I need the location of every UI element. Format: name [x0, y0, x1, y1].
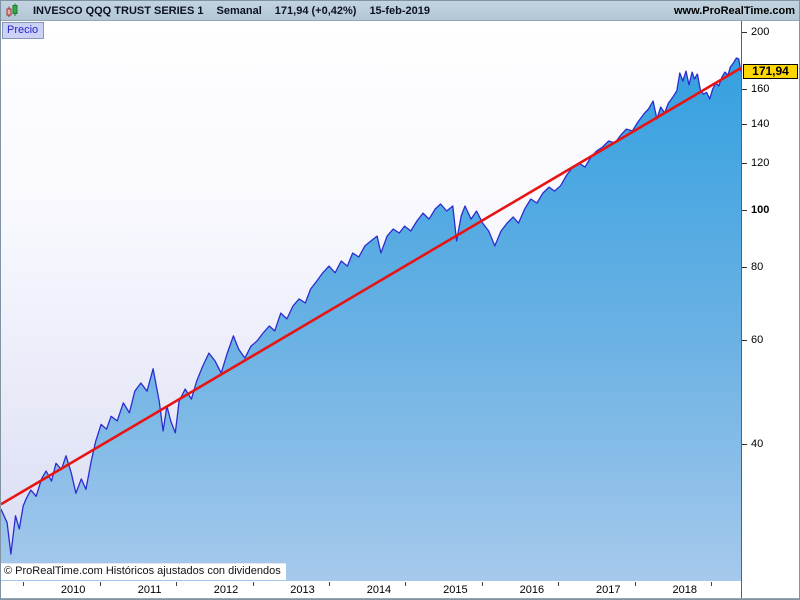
year-tick	[252, 582, 254, 586]
year-tick	[23, 582, 25, 586]
time-axis[interactable]: 2010 2011 2012 2013 2014 2015 2016 2017 2018	[1, 582, 741, 598]
year-label: 2013	[290, 584, 315, 596]
price-curve	[1, 57, 741, 555]
price-chart-canvas[interactable]	[1, 21, 741, 581]
price-tick-label: 100	[751, 203, 770, 216]
year-tick	[328, 582, 330, 586]
year-tick	[711, 582, 713, 586]
bottom-frame-strip	[1, 598, 799, 599]
year-tick	[481, 582, 483, 586]
year-tick	[176, 582, 178, 586]
price-tick-label: 160	[751, 83, 770, 96]
year-label: 2018	[672, 584, 697, 596]
year-tick	[634, 582, 636, 586]
quote-date: 15-feb-2019	[369, 4, 430, 17]
price-tick	[742, 32, 747, 34]
price-tick	[742, 266, 747, 268]
price-area-fill	[1, 58, 741, 581]
plot-area[interactable]: © ProRealTime.com Históricos ajustados c…	[1, 21, 741, 581]
year-tick	[99, 582, 101, 586]
price-tick-label: 60	[751, 333, 764, 346]
price-tick-label: 80	[751, 260, 764, 273]
trend-line[interactable]	[1, 66, 741, 506]
price-tick	[742, 123, 747, 125]
timeframe-label: Semanal	[216, 4, 262, 17]
price-tick-label: 40	[751, 437, 764, 450]
price-tick	[742, 162, 747, 164]
candlestick-icon	[6, 3, 18, 17]
year-tick	[558, 582, 560, 586]
year-label: 2011	[137, 584, 162, 596]
prorealtime-brand-link[interactable]: www.ProRealTime.com	[673, 4, 795, 17]
price-axis[interactable]: 171,94 200 160 140 120 100 80 60 40	[741, 21, 799, 598]
title-bar: INVESCO QQQ TRUST SERIES 1 Semanal 171,9…	[1, 1, 799, 21]
instrument-name: INVESCO QQQ TRUST SERIES 1	[33, 4, 204, 17]
year-label: 2014	[366, 584, 392, 596]
price-tick-label: 140	[751, 117, 770, 130]
price-tick	[742, 209, 747, 211]
year-label: 2012	[213, 584, 239, 596]
price-tick	[742, 443, 747, 445]
price-tick-label: 200	[751, 26, 770, 39]
year-label: 2017	[596, 584, 621, 596]
year-label: 2015	[443, 584, 468, 596]
last-quote: 171,94 (+0,42%)	[274, 4, 357, 17]
year-tick	[405, 582, 407, 586]
price-tick-label: 120	[751, 156, 770, 169]
copyright-label: © ProRealTime.com Históricos ajustados c…	[1, 563, 286, 580]
year-label: 2016	[519, 584, 545, 596]
year-label: 2010	[60, 584, 86, 596]
last-price-badge: 171,94	[743, 64, 798, 80]
price-tick	[742, 339, 747, 341]
price-tick	[742, 89, 747, 91]
price-pane-tab[interactable]: Precio	[2, 22, 45, 39]
